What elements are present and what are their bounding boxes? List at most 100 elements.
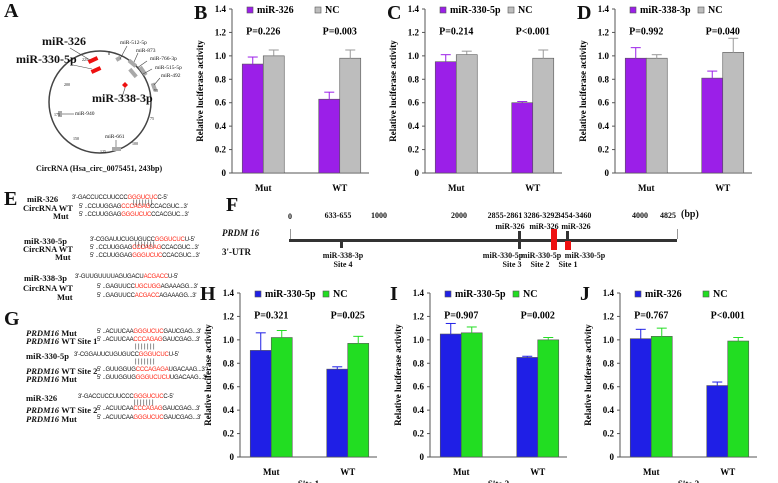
legend-swatch <box>314 6 322 14</box>
legend-label: NC <box>523 289 537 300</box>
y-tick-label: 0.6 <box>603 382 615 392</box>
sequence-name: miR-338-3p <box>24 273 67 283</box>
site-3-mark <box>518 231 521 249</box>
y-tick-label: 0.6 <box>413 382 425 392</box>
sequence-flank: 3'-CGGAUUCUGUGUCC <box>90 237 155 243</box>
sequence-flank: CCACGUC...3' <box>150 204 188 210</box>
bar <box>439 333 462 458</box>
base-pairing: ||||||| <box>132 199 154 206</box>
sequence: 5' ..GAGUUCCUGCUGGAGAAAGG...3' <box>97 284 198 290</box>
sequence-flank: 5' ..ACUUCAA <box>97 406 134 412</box>
legend-swatch <box>322 290 330 298</box>
bar <box>645 57 668 174</box>
chart-svg: 0 0.2 0.4 0.6 0.8 1.0 1.2 1.4 Relative luciferas… <box>578 4 752 193</box>
sequence: 5' ..ACUUCAACCCAGAGGAUCGAG...3' <box>97 406 200 412</box>
y-axis-label: Relative luciferase activity <box>578 40 588 142</box>
y-tick-label: 1.2 <box>223 311 235 321</box>
bar <box>701 77 724 174</box>
panel-label-a: A <box>4 0 19 22</box>
y-tick-label: 1.2 <box>215 27 227 37</box>
site-label: Site 4 <box>333 260 353 269</box>
panel-label-f: F <box>226 194 239 216</box>
sequence-flank: 3'-CGGAUUCUGUGUCC <box>74 352 139 358</box>
legend-swatch <box>507 6 515 14</box>
panel-label-d: D <box>577 2 592 24</box>
sequence-flank: 5' ..ACUUCAA <box>97 329 134 335</box>
sequence-seed-match: GGGUCUC <box>154 237 185 243</box>
y-tick-label: 0.6 <box>598 98 610 108</box>
y-tick-label: 0.4 <box>215 121 227 131</box>
gene-name: PRDM16 <box>26 414 62 424</box>
site-mirna-below: miR-338-3p <box>322 251 364 260</box>
sequence-flank: 5' ..GUUGGUG <box>97 375 136 381</box>
legend-label: NC <box>713 289 727 300</box>
site-label: Site 1 <box>558 260 578 269</box>
bar <box>624 57 647 174</box>
p-value: P=0.040 <box>706 26 740 37</box>
chart-b: 0 0.2 0.4 0.6 0.8 1.0 1.2 1.4 Relative luciferas… <box>187 0 377 205</box>
y-tick-label: 1.2 <box>598 27 610 37</box>
y-tick-label: 0.6 <box>223 382 235 392</box>
chart-svg: 0 0.2 0.4 0.6 0.8 1.0 1.2 1.4 Relative luciferas… <box>393 288 567 483</box>
sequence-flank: 5' ..GAGUUCC <box>97 284 135 290</box>
bar <box>339 57 362 174</box>
bar <box>532 57 555 174</box>
utr-end-tick <box>677 229 678 239</box>
position-tick: 75 <box>150 116 154 121</box>
bar <box>262 55 285 174</box>
legend-label: miR-330-5p <box>455 289 506 300</box>
y-tick-label: 0.8 <box>223 358 235 368</box>
sequence: 3'-GACCUCCUUCCCGGGUCUCC-5' <box>78 394 174 400</box>
chart-h: 0 0.2 0.4 0.6 0.8 1.0 1.2 1.4 Relative luciferas… <box>195 284 385 483</box>
y-tick-label: 1.0 <box>215 51 227 61</box>
sequence-name: PRDM16 Mut <box>26 414 77 424</box>
site-1-mark-above <box>566 231 569 239</box>
scale-label: 2000 <box>451 211 467 220</box>
sequence-name: PRDM16 Mut <box>26 374 77 384</box>
site-1-mark-below <box>565 241 571 250</box>
mirna-label-mir-326: miR-326 <box>42 34 86 48</box>
gene-label: PRDM 16 <box>222 228 260 238</box>
base-pairing: ||||||| <box>133 399 155 406</box>
chart-j: 0 0.2 0.4 0.6 0.8 1.0 1.2 1.4 Relative luciferas… <box>575 284 765 483</box>
circrna-circle <box>48 50 152 154</box>
bar <box>326 368 349 458</box>
y-tick-label: 1.0 <box>413 335 425 345</box>
y-tick-label: 0 <box>610 452 615 462</box>
site-mirna-above: miR-326 <box>561 222 591 231</box>
mirna-site-mir-326 <box>87 56 99 64</box>
y-tick-label: 0.8 <box>413 358 425 368</box>
sequence: 3'-CGGAUUCUGUGUCCGGGUCUCU-5' <box>90 237 195 243</box>
sequence-flank: U-5' <box>168 352 179 358</box>
row-name: CircRNA WT <box>23 203 73 213</box>
mirna-site-mir-940 <box>58 111 62 117</box>
y-tick-label: 0 <box>420 452 425 462</box>
sequence-seed-match: CCCAGAG <box>133 406 163 412</box>
scale-label: 4825 <box>660 211 676 220</box>
chart-svg: 0 0.2 0.4 0.6 0.8 1.0 1.2 1.4 Relative luciferas… <box>583 288 757 483</box>
chart-d: 0 0.2 0.4 0.6 0.8 1.0 1.2 1.4 Relative luciferas… <box>570 0 760 205</box>
bar <box>727 340 750 458</box>
sequence: 3'-CGGAUUCUGUGUCCGGGUCUCU-5' <box>74 352 179 358</box>
x-category-label: WT <box>715 183 730 193</box>
p-value: P=0.992 <box>629 26 663 37</box>
y-tick-label: 0.8 <box>215 74 227 84</box>
sequence-name: Mut <box>55 252 71 262</box>
p-value: P=0.214 <box>439 26 473 37</box>
scale-label: 4000 <box>632 211 648 220</box>
mirna-label: miR-515-5p <box>155 65 182 71</box>
sequence-seed-match: GGGUCUC <box>132 253 163 259</box>
scale-label: 2855-2861 <box>487 211 523 220</box>
legend-label: miR-330-5p <box>450 5 501 16</box>
legend-swatch <box>702 290 710 298</box>
y-tick-label: 1.4 <box>413 288 425 298</box>
x-category-label: Mut <box>638 183 655 193</box>
sequence-seed-match: GGGUCUC <box>121 212 152 218</box>
sequence-seed-match: GGGUCUC <box>138 352 169 358</box>
panel-label-h: H <box>200 283 216 305</box>
sequence-name: CircRNA WT <box>23 283 73 293</box>
row-name: WT Site 1 <box>61 336 98 346</box>
scale-label: 633-655 <box>324 211 352 220</box>
position-tick: 175 <box>54 112 60 117</box>
sequence-flank: GAUCGAG...3' <box>162 406 201 412</box>
